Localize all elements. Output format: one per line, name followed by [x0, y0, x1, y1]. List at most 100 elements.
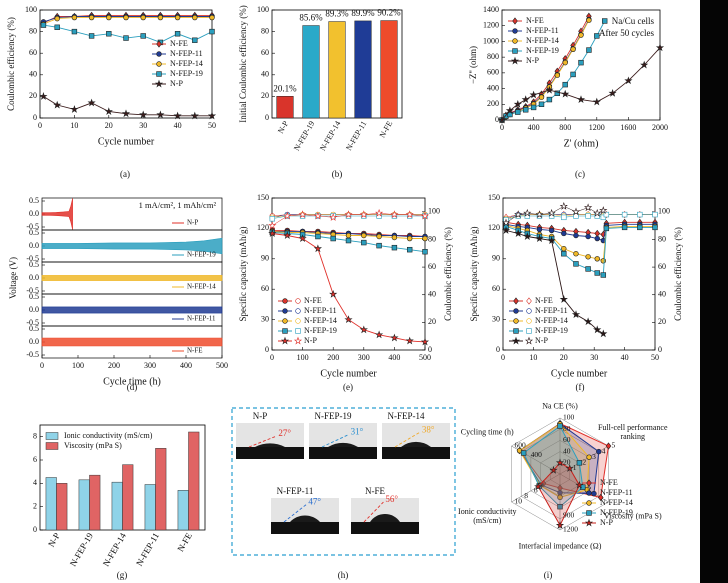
y-tick-label: -0.5: [26, 318, 39, 327]
marker: [505, 106, 514, 115]
marker: [376, 242, 382, 249]
marker: [391, 234, 398, 241]
marker: [390, 210, 399, 219]
x-tick-label: 0: [500, 123, 504, 132]
legend-label: N-P: [170, 79, 183, 88]
y-tick-label: 0.0: [29, 241, 39, 250]
marker: [570, 46, 576, 52]
y2-axis-label: Coulombic efficiency (%): [443, 227, 453, 321]
y-tick-label: -0.5: [26, 350, 39, 359]
marker: [283, 231, 292, 239]
y-tick-label: 1400: [483, 5, 499, 14]
x-tick-label: 0: [270, 353, 274, 362]
x-tick-label: 300: [144, 361, 156, 370]
x-tick-label: N-FEP-11: [134, 531, 161, 568]
bar: [155, 448, 167, 531]
x-tick-label: N-FEP-11: [344, 119, 368, 152]
y-tick-label: 60: [428, 262, 436, 271]
x-tick-label: 200: [108, 361, 120, 370]
marker: [420, 211, 430, 220]
droplet: [370, 514, 400, 522]
legend-label: N-FEP-19: [526, 46, 559, 55]
legend-label: N-FEP-11: [170, 49, 203, 58]
x-tick-label: 500: [216, 361, 228, 370]
marker: [156, 110, 165, 119]
marker: [555, 521, 565, 529]
legend-marker: [295, 298, 301, 304]
angle-label: 56°: [385, 494, 398, 504]
y-tick-label: 60: [261, 48, 269, 57]
marker: [557, 494, 563, 501]
radar-tick-label: 60: [563, 435, 571, 444]
marker: [547, 236, 556, 245]
annotation: Na/Cu cells: [612, 16, 655, 26]
legend-marker: [513, 297, 519, 305]
sample-label: N-FE: [365, 486, 386, 496]
marker: [545, 85, 554, 94]
y-tick-label: 60: [261, 284, 269, 293]
radar-tick-label: 400: [531, 450, 543, 459]
marker: [637, 224, 643, 231]
ce-line: [505, 206, 604, 224]
marker: [565, 464, 574, 472]
marker: [88, 33, 95, 39]
marker: [88, 14, 95, 21]
marker: [209, 14, 215, 21]
value-label: 20.1%: [273, 83, 297, 93]
droplet: [328, 442, 358, 447]
droplet: [401, 441, 431, 447]
marker: [283, 211, 292, 220]
marker: [530, 104, 537, 111]
y-tick-label: 20: [428, 317, 436, 326]
legend-marker: [512, 28, 518, 34]
radar-axis-label: Viscosity (mPa S): [603, 511, 662, 521]
legend-marker: [526, 328, 532, 334]
y-tick-label: 40: [428, 290, 436, 299]
x-tick-label: 40: [174, 121, 182, 130]
x-tick-label: 400: [388, 353, 400, 362]
bar: [380, 20, 398, 119]
marker: [406, 246, 413, 253]
marker: [557, 423, 563, 429]
marker: [523, 208, 532, 217]
marker: [559, 201, 568, 210]
x-tick-label: 400: [528, 123, 540, 132]
marker: [554, 72, 560, 78]
radar-axis-label: Cycling time (h): [460, 427, 514, 437]
marker: [345, 232, 352, 239]
voltage-band: [41, 337, 223, 347]
marker: [54, 24, 60, 30]
marker: [592, 97, 601, 106]
annotation: After 50 cycles: [599, 28, 654, 38]
marker: [209, 28, 215, 35]
marker: [557, 503, 563, 510]
legend-marker: [280, 336, 290, 345]
y-tick-label: 0: [265, 113, 269, 122]
marker: [600, 214, 607, 221]
y-tick-label: 100: [658, 207, 670, 216]
y-tick-label: 0.5: [29, 292, 39, 301]
marker: [600, 272, 607, 278]
legend-label: N-FE: [526, 16, 544, 25]
marker: [573, 261, 579, 267]
legend-marker: [156, 40, 162, 48]
marker: [268, 221, 277, 230]
y-tick-label: 60: [492, 284, 500, 293]
marker: [359, 325, 368, 334]
legend-swatch: [45, 432, 59, 440]
marker: [594, 256, 600, 262]
marker: [586, 17, 592, 23]
radar-tick-label: 5: [587, 483, 591, 492]
marker: [562, 59, 568, 66]
plot-frame: [501, 9, 661, 121]
legend-marker: [293, 336, 303, 345]
y-tick-label: 1200: [483, 21, 499, 30]
y-axis-label: Voltage (V): [8, 257, 18, 299]
legend-label: N-FEP-14: [170, 59, 203, 68]
droplet: [255, 443, 285, 447]
marker: [593, 325, 602, 334]
marker: [207, 111, 217, 120]
legend-marker: [513, 308, 519, 314]
marker: [561, 245, 567, 252]
caption: (e): [343, 382, 353, 392]
